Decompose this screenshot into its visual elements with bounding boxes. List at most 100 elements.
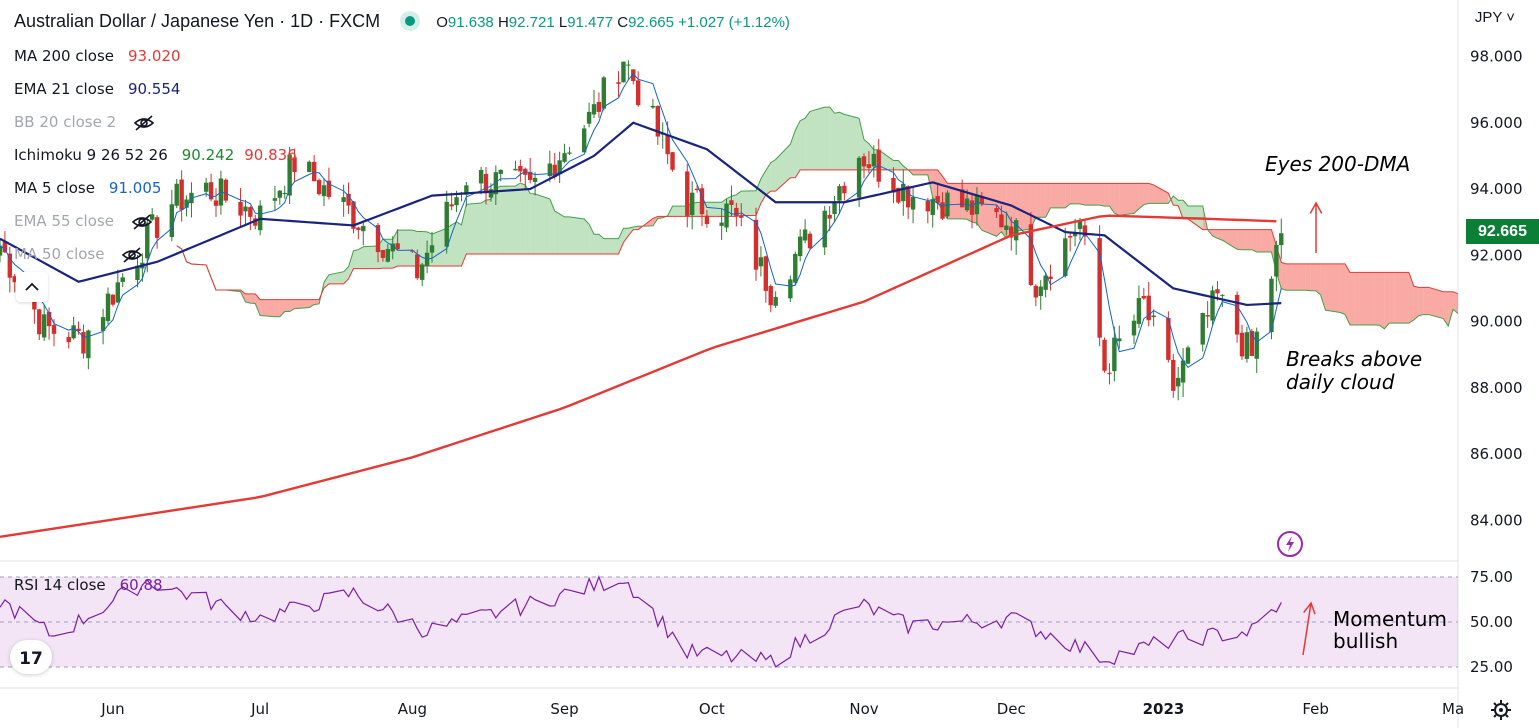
candle-body (375, 225, 381, 253)
legend-ma50[interactable]: MA 50 close (14, 245, 143, 264)
candle-body (316, 180, 322, 195)
candle-body (586, 111, 592, 124)
ichimoku-cloud-segment (594, 234, 599, 255)
legend-ema21[interactable]: EMA 21 close 90.554 (14, 80, 181, 98)
ichimoku-cloud-segment (1153, 184, 1169, 204)
ichimoku-cloud-segment (1006, 183, 1012, 239)
ichimoku-cloud-segment (358, 246, 364, 269)
visibility-off-icon[interactable] (131, 213, 153, 231)
time-tick-label: Aug (398, 700, 427, 718)
open-value: 91.638 (447, 14, 494, 31)
candle-body (513, 168, 518, 171)
candle-body (213, 200, 219, 206)
ichimoku-cloud-segment (274, 299, 280, 317)
ichimoku-cloud-segment (1217, 229, 1223, 241)
candle-body (1234, 294, 1240, 335)
ema21-line (0, 121, 1282, 307)
candle-body (174, 183, 179, 206)
ichimoku-cloud-segment (432, 228, 447, 267)
candle-body (488, 189, 494, 198)
rsi-tick-label: 25.00 (1470, 658, 1513, 676)
legend-ma200[interactable]: MA 200 close 93.020 (14, 47, 181, 65)
price-tick-label: 84.000 (1470, 511, 1523, 529)
candle-body (567, 152, 572, 154)
ichimoku-cloud-segment (1350, 272, 1355, 325)
ichimoku-cloud-segment (603, 238, 619, 255)
candle-body (547, 163, 553, 177)
ichimoku-cloud-segment (530, 193, 536, 255)
candle-body (665, 134, 670, 155)
ichimoku-cloud-segment (1143, 183, 1149, 205)
candle-body (739, 215, 744, 218)
ichimoku-cloud-segment (309, 299, 315, 308)
candle-body (758, 257, 764, 267)
currency-menu[interactable]: JPY ˅ (1474, 9, 1515, 26)
annotation-breaks-cloud-2: daily cloud (1286, 370, 1395, 394)
candle-body (704, 215, 710, 224)
ichimoku-cloud-segment (1035, 183, 1041, 218)
candle-body (910, 197, 916, 210)
candle-body (498, 169, 503, 174)
ichimoku-cloud-segment (1418, 287, 1424, 316)
candle-body (1215, 289, 1220, 294)
candle-body (1151, 315, 1156, 318)
price-tick-label: 98.000 (1470, 48, 1523, 66)
legend-ema55[interactable]: EMA 55 close (14, 212, 153, 231)
candle-body (2, 241, 8, 253)
ichimoku-cloud-segment (348, 250, 354, 279)
candle-body (1043, 275, 1048, 290)
candle-body (773, 296, 778, 306)
ichimoku-cloud-segment (1119, 183, 1134, 216)
legend-rsi[interactable]: RSI 14 close 60.88 (14, 576, 163, 594)
ichimoku-cloud-segment (1379, 272, 1385, 329)
ichimoku-cloud-segment (461, 204, 467, 267)
ichimoku-cloud-segment (1315, 263, 1321, 295)
ichimoku-cloud-segment (549, 198, 555, 255)
lightning-icon[interactable] (1275, 529, 1305, 559)
change-value: +1.027 (+1.12%) (678, 14, 790, 31)
candle-body (444, 201, 449, 247)
candle-body (169, 204, 175, 238)
ichimoku-cloud-segment (618, 228, 624, 255)
legend-ma5[interactable]: MA 5 close 91.005 (14, 179, 162, 197)
ichimoku-cloud-segment (706, 202, 722, 217)
candle-body (287, 154, 292, 196)
candle-body (1028, 224, 1034, 286)
candle-body (601, 77, 607, 109)
legend-bb20[interactable]: BB 20 close 2 (14, 113, 155, 132)
candle-body (208, 182, 214, 200)
settings-gear-icon[interactable] (1490, 699, 1512, 721)
visibility-off-icon[interactable] (121, 246, 143, 264)
symbol-title: Australian Dollar / Japanese Yen · 1D · … (14, 11, 381, 31)
candle-body (341, 197, 346, 202)
candle-body (866, 164, 872, 168)
candle-body (223, 179, 229, 201)
candle-body (1254, 331, 1259, 359)
price-tick-label: 86.000 (1470, 445, 1523, 463)
candle-body (0, 245, 3, 256)
candle-body (1082, 225, 1088, 237)
annotation-momentum-1: Momentum (1333, 607, 1447, 631)
candle-body (802, 229, 808, 241)
legend-ichimoku[interactable]: Ichimoku 9 26 52 26 90.242 90.836 (14, 146, 297, 164)
ichimoku-cloud-segment (1065, 183, 1071, 208)
candle-body (1004, 225, 1009, 230)
candle-body (115, 282, 121, 303)
candle-body (356, 227, 361, 230)
candle-body (1131, 320, 1137, 336)
candle-body (105, 293, 111, 322)
tradingview-logo-icon[interactable]: 17 (10, 640, 52, 674)
candle-body (1107, 372, 1112, 374)
ichimoku-cloud-segment (525, 185, 531, 255)
ichimoku-cloud-segment (589, 224, 594, 255)
visibility-off-icon[interactable] (133, 114, 155, 132)
candle-body (71, 325, 76, 339)
candle-body (694, 188, 700, 191)
candle-body (277, 190, 283, 198)
legend-collapse-button[interactable] (16, 272, 48, 302)
candle-body (1038, 286, 1043, 297)
ichimoku-cloud-segment (284, 299, 290, 312)
ichimoku-cloud-segment (554, 210, 560, 255)
ichimoku-cloud-segment (1148, 183, 1154, 204)
